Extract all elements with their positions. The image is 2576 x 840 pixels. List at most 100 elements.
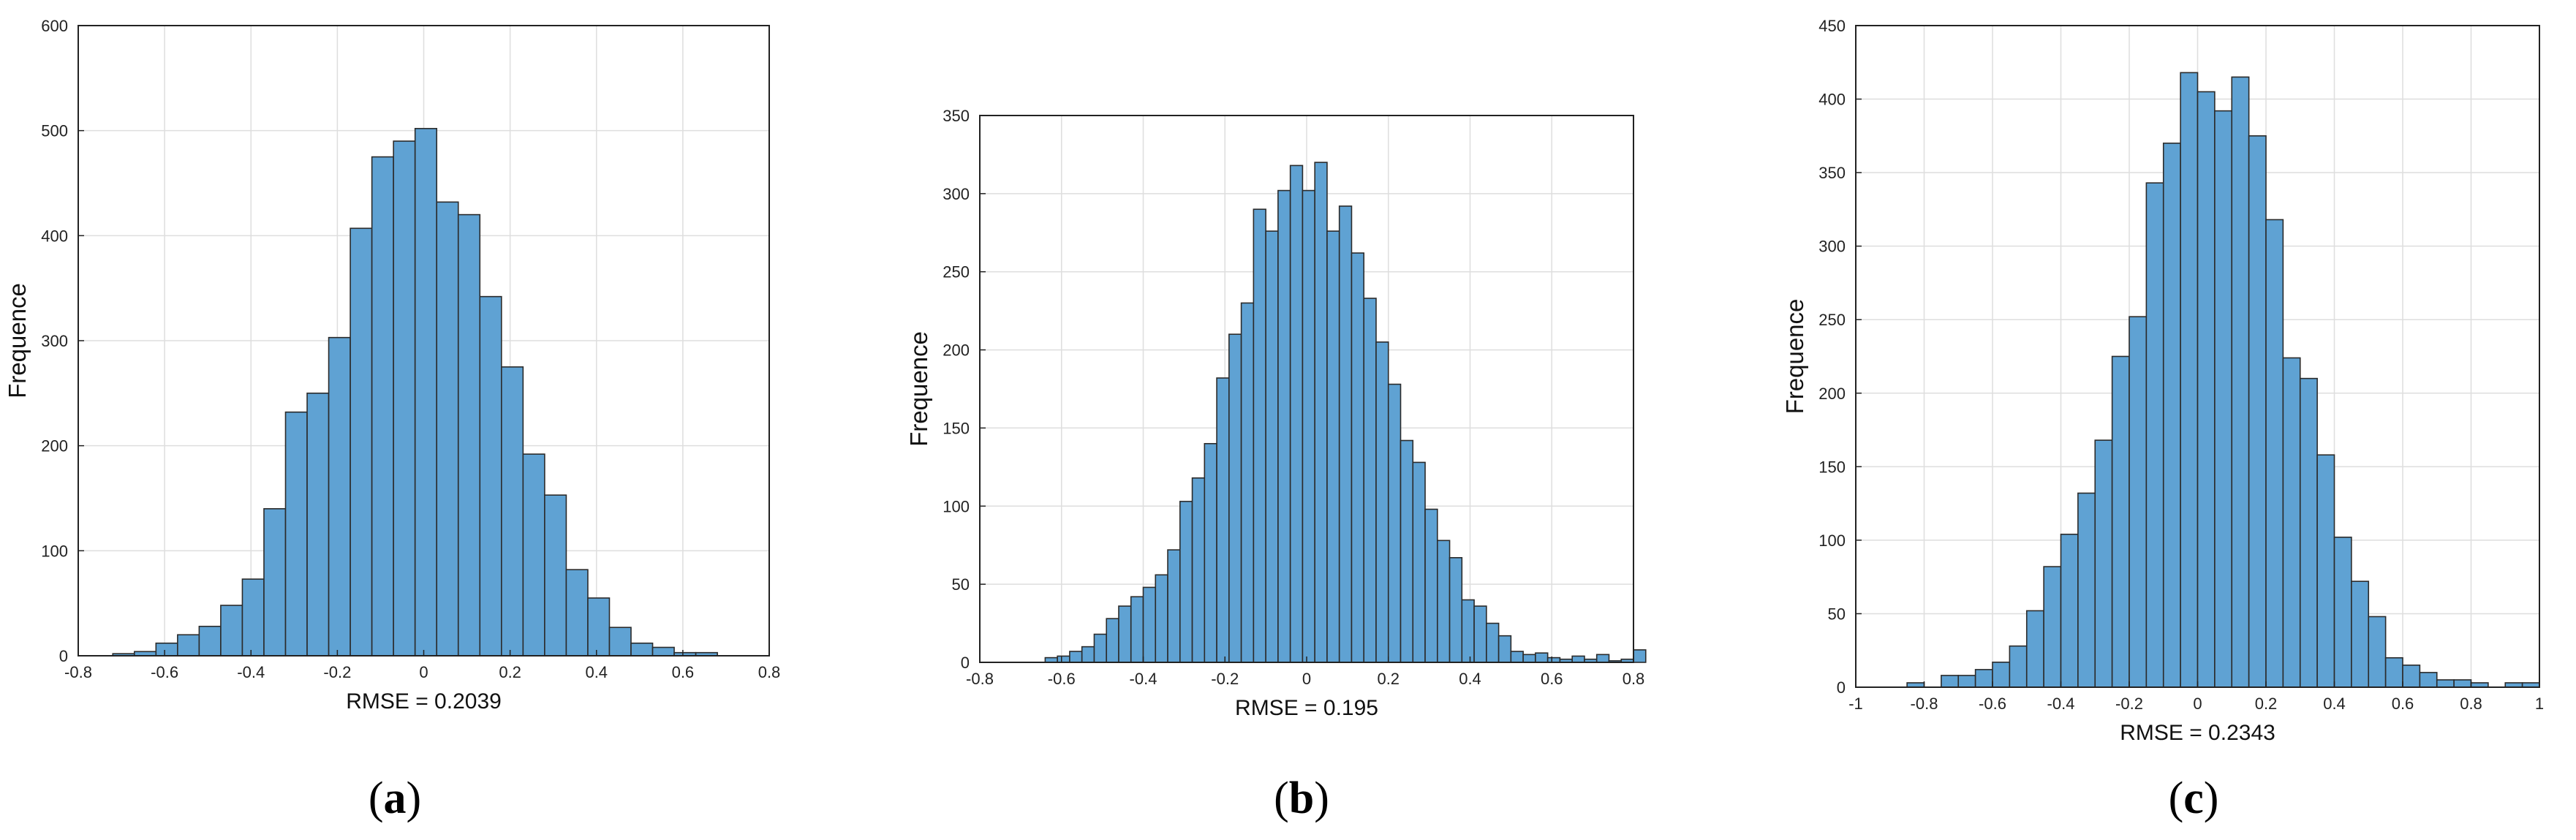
x-tick-label: -0.2 xyxy=(2115,695,2143,713)
histogram-bar xyxy=(241,578,265,657)
histogram-bar xyxy=(350,227,373,657)
histogram-bar xyxy=(1253,208,1266,663)
y-tick-label: 50 xyxy=(952,575,970,594)
histogram-bar xyxy=(1191,477,1206,663)
histogram-bar xyxy=(587,597,611,657)
x-tick-label: 0.2 xyxy=(2255,695,2278,713)
histogram-bars-c xyxy=(1906,72,2540,688)
x-tick-label: 0.4 xyxy=(1459,670,1481,688)
x-tick-label: 0.6 xyxy=(2392,695,2414,713)
histogram-bar xyxy=(328,336,351,657)
histogram-bar xyxy=(2299,377,2318,688)
histogram-bar xyxy=(2162,143,2181,688)
x-axis-title-c: RMSE = 0.2343 xyxy=(2120,721,2275,745)
histogram-bar xyxy=(2436,679,2455,688)
y-tick-label: 250 xyxy=(1818,311,1846,329)
histogram-bar xyxy=(501,366,524,657)
y-tick-label: 300 xyxy=(1818,238,1846,256)
histogram-bar xyxy=(1265,230,1279,663)
panel-c: -1 -0.8 -0.6 -0.4 -0.2 0 0.2 0.4 0.6 0.8 1 0 50 100 1… xyxy=(1781,17,2544,823)
y-tick-label: 300 xyxy=(41,332,68,350)
histogram-bar xyxy=(1351,252,1365,663)
y-tick-label: 250 xyxy=(943,263,970,281)
y-tick-label: 350 xyxy=(943,107,970,125)
histogram-bar xyxy=(2265,219,2284,688)
x-tick-label: -0.8 xyxy=(1911,695,1938,713)
histogram-bar xyxy=(1535,652,1549,663)
panel-a: -0.8 -0.6 -0.4 -0.2 0 0.2 0.4 0.6 0.8 0 100 200 300… xyxy=(4,17,780,823)
x-tick-label: -0.4 xyxy=(237,663,265,681)
x-tick-label: -0.6 xyxy=(151,663,178,681)
histogram-bar xyxy=(1957,675,1976,688)
x-tick-label: 0.2 xyxy=(1377,670,1400,688)
histogram-bar xyxy=(1302,189,1315,663)
histogram-bar xyxy=(2282,357,2301,688)
histogram-bar xyxy=(2111,355,2130,688)
y-tick-label: 200 xyxy=(943,341,970,360)
histogram-bar xyxy=(1216,377,1230,663)
histogram-bar xyxy=(651,646,675,657)
y-tick-label: 400 xyxy=(41,227,68,245)
histogram-bar xyxy=(630,642,654,657)
histogram-bar xyxy=(479,295,502,657)
x-tick-label: 0.8 xyxy=(2460,695,2482,713)
x-tick-label: -0.6 xyxy=(1048,670,1076,688)
histogram-bars-b xyxy=(1044,162,1647,663)
histogram-bar xyxy=(2402,665,2421,688)
histogram-bar xyxy=(2214,110,2233,688)
y-tick-label: 100 xyxy=(1818,531,1846,550)
x-tick-label: -0.6 xyxy=(1979,695,2006,713)
y-tick-label: 150 xyxy=(943,419,970,437)
histogram-bar xyxy=(457,213,481,657)
histogram-bar xyxy=(198,625,222,657)
histogram-bar xyxy=(1486,622,1500,663)
histogram-bar xyxy=(2145,182,2164,688)
histogram-bar xyxy=(1130,596,1144,663)
histogram-bar xyxy=(2025,610,2044,688)
histogram-bar xyxy=(1633,649,1647,663)
panel-label-c: (c) xyxy=(2169,773,2219,823)
histogram-bar xyxy=(2419,672,2438,688)
histogram-bar xyxy=(1314,162,1328,663)
histogram-bar xyxy=(1461,599,1475,663)
x-tick-label: -0.2 xyxy=(323,663,351,681)
histogram-bar xyxy=(1522,654,1536,663)
histogram-bar xyxy=(2077,492,2096,688)
panel-b: -0.8 -0.6 -0.4 -0.2 0 0.2 0.4 0.6 0.8 0 50 100 150 2… xyxy=(905,107,1647,823)
histogram-bar xyxy=(1497,635,1512,663)
y-tick-label: 0 xyxy=(59,647,68,665)
histogram-bar xyxy=(565,569,589,657)
histogram-bar xyxy=(544,494,567,657)
histogram-bar xyxy=(1179,501,1193,663)
histogram-bar xyxy=(284,411,308,657)
y-tick-label: 50 xyxy=(1828,605,1846,623)
x-tick-label: 0.4 xyxy=(585,663,608,681)
y-tick-label: 350 xyxy=(1818,164,1846,182)
histogram-bar xyxy=(1167,549,1181,663)
histogram-bar xyxy=(1571,655,1585,663)
histogram-bar xyxy=(1412,461,1426,663)
histogram-bar xyxy=(393,140,416,657)
histogram-bar xyxy=(1400,439,1414,663)
y-tick-label: 100 xyxy=(943,497,970,515)
y-tick-label: 400 xyxy=(1818,91,1846,109)
histogram-bar xyxy=(2384,657,2403,688)
x-tick-label: 0.4 xyxy=(2323,695,2346,713)
histogram-bar xyxy=(1240,302,1255,663)
y-tick-label: 100 xyxy=(41,542,68,560)
histogram-bar xyxy=(608,627,632,657)
histogram-bar xyxy=(436,201,459,657)
y-tick-label: 500 xyxy=(41,122,68,140)
histogram-bar xyxy=(522,453,545,657)
histogram-bar xyxy=(2368,616,2387,688)
histogram-bar xyxy=(1204,442,1217,663)
histogram-bar xyxy=(2197,91,2216,688)
histogram-bar xyxy=(220,605,243,657)
histogram-bar xyxy=(2060,534,2079,688)
histogram-bar xyxy=(1081,646,1095,663)
y-axis-title-b: Frequence xyxy=(905,331,932,447)
histogram-bar xyxy=(1057,655,1070,663)
histogram-bar xyxy=(1326,230,1340,663)
y-axis-title-c: Frequence xyxy=(1781,299,1808,415)
histogram-bar xyxy=(1992,662,2011,688)
